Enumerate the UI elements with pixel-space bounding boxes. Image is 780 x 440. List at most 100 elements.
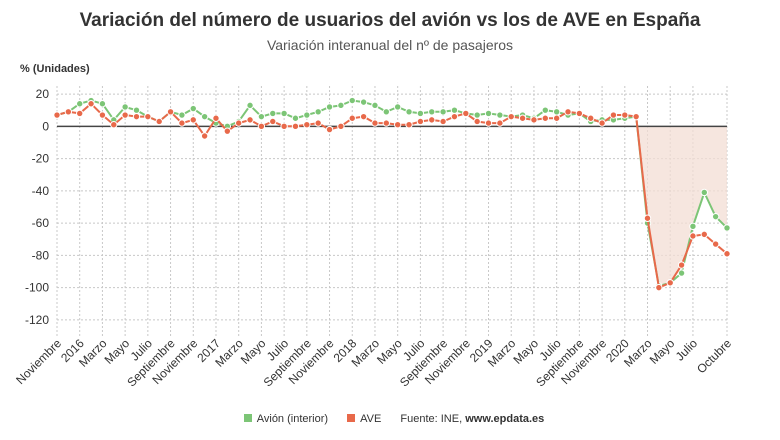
data-point-ave [552, 114, 561, 122]
data-point-ave [53, 111, 61, 119]
data-point-avion [178, 111, 186, 119]
data-point-ave [666, 279, 674, 287]
data-point-avion [291, 114, 300, 122]
data-point-ave [98, 111, 107, 119]
data-point-ave [723, 250, 731, 258]
data-point-avion [473, 111, 481, 119]
x-tick-label: Mayo [510, 336, 541, 367]
y-tick-label: -100 [25, 281, 49, 295]
data-point-ave [110, 121, 118, 129]
data-point-avion [689, 222, 697, 231]
legend-item-ave: AVE [347, 413, 381, 425]
data-point-avion [484, 109, 493, 118]
data-point-ave [689, 232, 697, 240]
data-point-avion [303, 111, 311, 119]
data-point-avion [382, 108, 391, 116]
data-point-ave [405, 121, 413, 129]
data-point-avion [246, 101, 254, 110]
data-point-ave [450, 112, 459, 121]
data-point-ave [212, 114, 220, 122]
data-point-ave [121, 111, 129, 119]
y-tick-label: -60 [32, 216, 50, 230]
data-point-ave [64, 108, 73, 116]
x-tick-label: Julio [673, 336, 701, 364]
data-point-ave [325, 125, 334, 134]
data-point-avion [393, 103, 402, 111]
data-point-avion [439, 108, 447, 116]
data-point-avion [348, 96, 356, 105]
data-point-avion [325, 103, 334, 111]
data-point-ave [166, 108, 175, 116]
data-point-ave [155, 117, 163, 126]
y-tick-label: -40 [32, 184, 50, 198]
data-point-ave [393, 121, 402, 129]
chart-subtitle: Variación interanual del nº de pasajeros [266, 37, 514, 53]
data-point-ave [598, 119, 606, 127]
data-point-ave [677, 261, 686, 269]
data-point-ave [303, 121, 311, 129]
source-note: Fuente: INE, www.epdata.es [400, 413, 544, 425]
data-point-avion [496, 111, 504, 119]
legend-label-avion: Avión (interior) [256, 413, 329, 425]
data-point-avion [98, 100, 107, 108]
source-site: www.epdata.es [465, 413, 545, 425]
source-prefix: Fuente: INE, [400, 413, 466, 425]
data-point-ave [700, 230, 708, 239]
data-point-ave [246, 116, 254, 124]
data-point-ave [291, 122, 300, 131]
data-point-ave [269, 117, 277, 126]
y-tick-label: 0 [42, 119, 49, 133]
legend-label-ave: AVE [360, 413, 382, 425]
data-point-ave [462, 109, 470, 118]
x-tick-label: Mayo [238, 336, 269, 367]
data-point-ave [132, 112, 141, 121]
data-point-ave [439, 117, 447, 126]
data-point-avion [314, 108, 322, 116]
data-point-avion [552, 108, 561, 116]
legend: Avión (interior) AVE Fuente: INE, www.ep… [0, 413, 780, 425]
y-tick-label: -120 [25, 313, 49, 327]
data-point-avion [371, 101, 379, 110]
legend-swatch-ave [347, 414, 356, 422]
data-point-ave [575, 109, 584, 118]
series-line-avion [56, 99, 728, 288]
data-point-avion [200, 112, 209, 121]
data-point-avion [700, 188, 708, 197]
legend-swatch-avion [243, 414, 252, 422]
legend-item-avion: Avión (interior) [243, 413, 329, 425]
data-point-avion [428, 108, 436, 116]
y-axis-label: % (Unidades) [20, 63, 90, 75]
data-point-ave [632, 112, 640, 121]
data-point-ave [496, 119, 504, 127]
chart-title: Variación del número de usuarios del avi… [79, 10, 701, 31]
data-point-ave [428, 116, 436, 124]
data-point-ave [541, 114, 550, 122]
x-tick-label: Mayo [374, 336, 405, 367]
y-tick-label: 20 [36, 87, 50, 101]
data-point-ave [587, 114, 595, 122]
data-point-ave [416, 117, 425, 126]
data-point-ave [655, 283, 663, 292]
data-point-ave [144, 112, 152, 121]
x-tick-label: Noviembre [13, 336, 64, 387]
data-point-avion [337, 101, 345, 110]
data-point-ave [87, 100, 95, 108]
data-point-avion [280, 109, 288, 118]
data-point-avion [132, 106, 141, 114]
data-point-ave [337, 122, 345, 131]
data-point-ave [518, 114, 527, 122]
x-tick-label: Mayo [102, 336, 133, 367]
data-point-avion [359, 98, 368, 106]
y-tick-label: -80 [32, 248, 50, 262]
data-point-ave [621, 111, 629, 119]
data-point-avion [450, 106, 459, 114]
data-point-ave [189, 116, 197, 124]
data-point-avion [76, 100, 84, 108]
data-point-avion [541, 106, 550, 114]
data-point-ave [359, 112, 368, 121]
y-tick-label: -20 [32, 152, 50, 166]
data-point-ave [234, 119, 243, 127]
data-point-avion [257, 112, 266, 121]
data-point-ave [643, 214, 652, 222]
